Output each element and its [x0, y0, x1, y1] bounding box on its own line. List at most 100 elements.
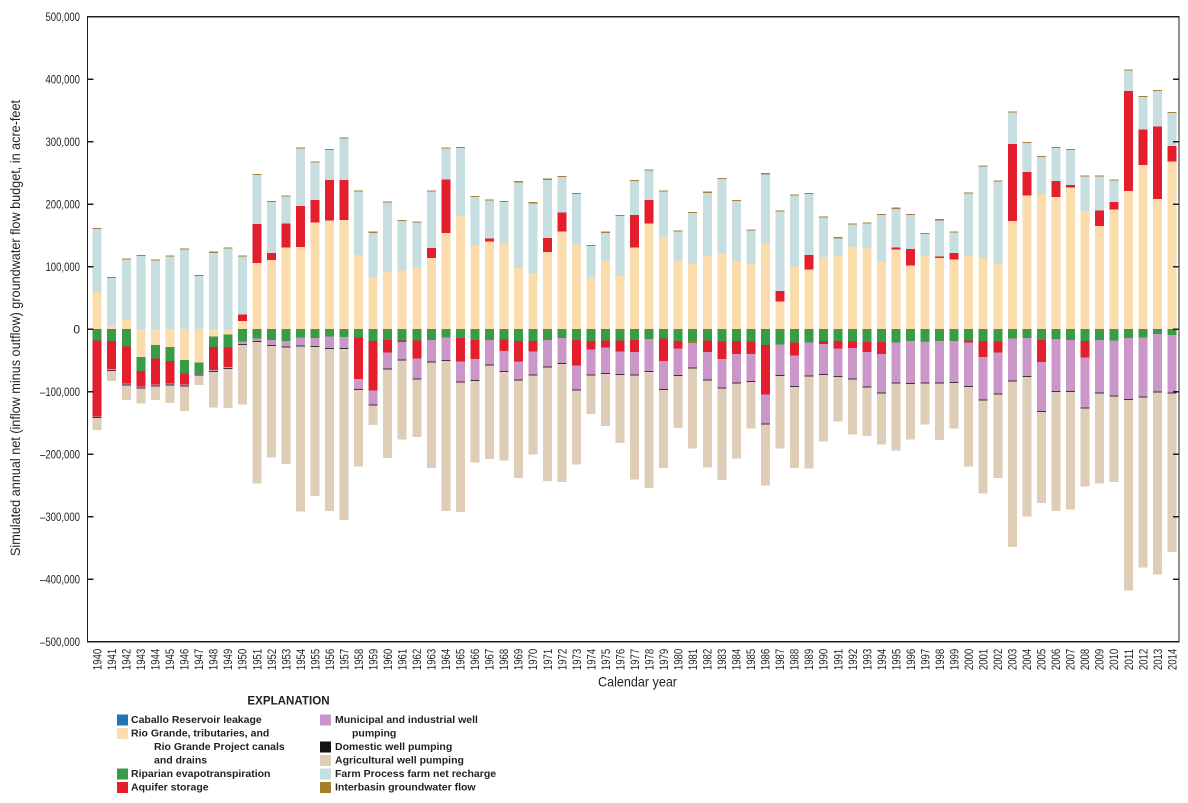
svg-text:EXPLANATION: EXPLANATION — [247, 695, 329, 708]
svg-text:1999: 1999 — [947, 649, 961, 671]
svg-text:1967: 1967 — [483, 649, 497, 671]
svg-text:1955: 1955 — [308, 649, 322, 671]
svg-text:1986: 1986 — [759, 649, 773, 671]
svg-text:2010: 2010 — [1107, 649, 1121, 671]
svg-text:1981: 1981 — [686, 649, 700, 671]
svg-text:2008: 2008 — [1078, 649, 1092, 671]
svg-text:1951: 1951 — [250, 649, 264, 671]
svg-text:Calendar year: Calendar year — [598, 674, 677, 690]
svg-text:Municipal and industrial well: Municipal and industrial well — [335, 714, 478, 726]
svg-text:and drains: and drains — [154, 754, 207, 766]
svg-text:1991: 1991 — [831, 649, 845, 671]
svg-text:1989: 1989 — [802, 649, 816, 671]
svg-text:500,000: 500,000 — [46, 10, 81, 24]
svg-text:0: 0 — [73, 323, 80, 337]
svg-text:2000: 2000 — [962, 649, 976, 671]
svg-text:2009: 2009 — [1093, 649, 1107, 671]
svg-text:1984: 1984 — [730, 649, 744, 671]
svg-text:1971: 1971 — [541, 649, 555, 671]
svg-text:1948: 1948 — [207, 649, 221, 671]
svg-text:200,000: 200,000 — [46, 198, 81, 212]
svg-text:1997: 1997 — [918, 649, 932, 671]
svg-text:1940: 1940 — [91, 649, 105, 671]
svg-text:1961: 1961 — [396, 649, 410, 671]
svg-text:1977: 1977 — [628, 649, 642, 671]
svg-text:1944: 1944 — [149, 649, 163, 671]
svg-text:–100,000: –100,000 — [40, 385, 80, 399]
svg-text:1962: 1962 — [410, 649, 424, 671]
svg-text:2007: 2007 — [1064, 649, 1078, 671]
svg-text:1954: 1954 — [294, 649, 308, 671]
svg-text:1979: 1979 — [657, 649, 671, 671]
svg-text:1998: 1998 — [933, 649, 947, 671]
svg-text:1965: 1965 — [454, 649, 468, 671]
svg-text:1970: 1970 — [526, 649, 540, 671]
svg-text:1985: 1985 — [744, 649, 758, 671]
svg-text:1988: 1988 — [788, 649, 802, 671]
svg-text:Simulated annual net (inflow m: Simulated annual net (inflow minus outfl… — [8, 100, 23, 556]
svg-text:1947: 1947 — [192, 649, 206, 671]
svg-text:2004: 2004 — [1020, 649, 1034, 671]
svg-text:pumping: pumping — [352, 727, 396, 739]
svg-text:1993: 1993 — [860, 649, 874, 671]
svg-text:1974: 1974 — [584, 649, 598, 671]
svg-text:1972: 1972 — [555, 649, 569, 671]
svg-text:1968: 1968 — [497, 649, 511, 671]
svg-text:2006: 2006 — [1049, 649, 1063, 671]
svg-text:2005: 2005 — [1035, 649, 1049, 671]
svg-text:1978: 1978 — [642, 649, 656, 671]
svg-text:1957: 1957 — [337, 649, 351, 671]
svg-text:2014: 2014 — [1165, 649, 1179, 671]
svg-text:Caballo Reservoir leakage: Caballo Reservoir leakage — [131, 714, 262, 726]
svg-text:100,000: 100,000 — [46, 260, 81, 274]
svg-text:2002: 2002 — [991, 649, 1005, 671]
svg-text:1952: 1952 — [265, 649, 279, 671]
svg-text:Domestic well pumping: Domestic well pumping — [335, 741, 452, 753]
svg-text:1992: 1992 — [846, 649, 860, 671]
svg-text:Rio Grande Project canals: Rio Grande Project canals — [154, 741, 285, 753]
svg-text:–500,000: –500,000 — [40, 635, 80, 649]
svg-text:2001: 2001 — [977, 649, 991, 671]
svg-text:1969: 1969 — [512, 649, 526, 671]
svg-text:Riparian evapotranspiration: Riparian evapotranspiration — [131, 768, 270, 780]
svg-text:1945: 1945 — [163, 649, 177, 671]
svg-text:1966: 1966 — [468, 649, 482, 671]
svg-text:1983: 1983 — [715, 649, 729, 671]
svg-text:1996: 1996 — [904, 649, 918, 671]
svg-text:1995: 1995 — [889, 649, 903, 671]
svg-text:1980: 1980 — [672, 649, 686, 671]
svg-text:2003: 2003 — [1006, 649, 1020, 671]
svg-text:1942: 1942 — [120, 649, 134, 671]
svg-text:–400,000: –400,000 — [40, 573, 80, 587]
svg-text:1990: 1990 — [817, 649, 831, 671]
svg-text:Farm Process farm net recharge: Farm Process farm net recharge — [335, 768, 496, 780]
svg-text:1946: 1946 — [178, 649, 192, 671]
svg-text:1959: 1959 — [366, 649, 380, 671]
svg-text:1956: 1956 — [323, 649, 337, 671]
svg-text:1960: 1960 — [381, 649, 395, 671]
svg-text:1994: 1994 — [875, 649, 889, 671]
svg-text:1950: 1950 — [236, 649, 250, 671]
svg-text:1963: 1963 — [425, 649, 439, 671]
svg-text:1953: 1953 — [279, 649, 293, 671]
svg-text:1982: 1982 — [701, 649, 715, 671]
svg-text:1958: 1958 — [352, 649, 366, 671]
svg-text:Agricultural well pumping: Agricultural well pumping — [335, 754, 464, 766]
svg-text:1949: 1949 — [221, 649, 235, 671]
svg-text:–300,000: –300,000 — [40, 510, 80, 524]
svg-text:1964: 1964 — [439, 649, 453, 671]
svg-text:2012: 2012 — [1136, 649, 1150, 671]
svg-text:–200,000: –200,000 — [40, 448, 80, 462]
svg-text:Aquifer storage: Aquifer storage — [131, 781, 209, 793]
svg-text:2013: 2013 — [1151, 649, 1165, 671]
svg-text:1973: 1973 — [570, 649, 584, 671]
svg-text:1943: 1943 — [134, 649, 148, 671]
svg-text:Rio Grande, tributaries, and: Rio Grande, tributaries, and — [131, 727, 269, 739]
svg-text:300,000: 300,000 — [46, 135, 81, 149]
svg-text:1976: 1976 — [613, 649, 627, 671]
svg-text:1987: 1987 — [773, 649, 787, 671]
svg-text:Interbasin groundwater flow: Interbasin groundwater flow — [335, 781, 476, 793]
svg-text:400,000: 400,000 — [46, 73, 81, 87]
svg-text:1941: 1941 — [105, 649, 119, 671]
svg-text:1975: 1975 — [599, 649, 613, 671]
